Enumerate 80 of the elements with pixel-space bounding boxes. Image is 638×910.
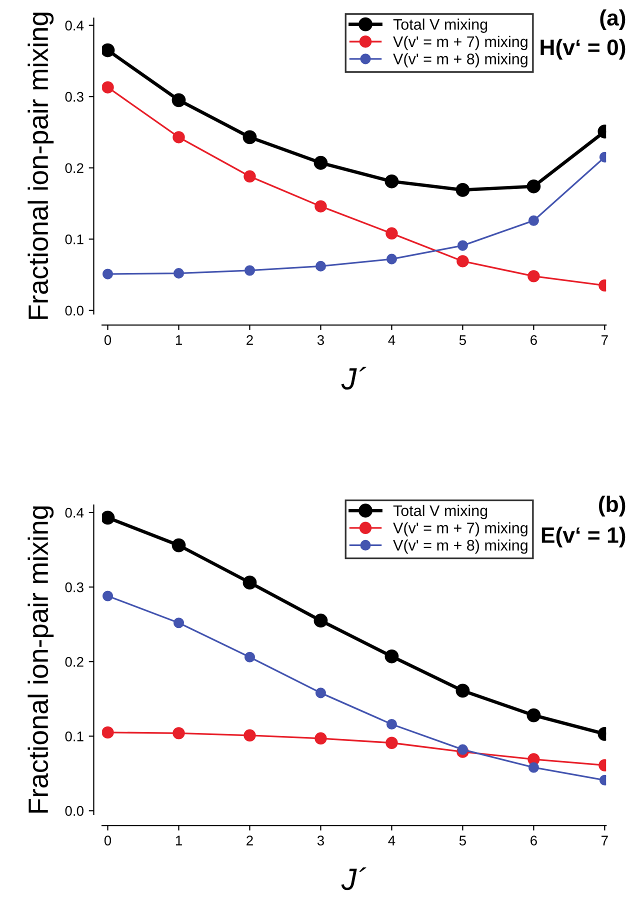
x-tick-label: 0	[104, 836, 112, 846]
legend-label: V(v' = m + 7) mixing	[393, 522, 528, 536]
x-tick-label: 2	[246, 836, 253, 846]
point	[315, 688, 326, 698]
point	[457, 240, 468, 251]
point	[242, 130, 257, 144]
y-tick-label: 0.3	[65, 92, 84, 102]
point	[102, 726, 114, 739]
x-tick-label: 2	[246, 335, 253, 345]
y-tick-label: 0.2	[65, 656, 84, 667]
y-tick-label: 0.4	[65, 508, 84, 518]
legend-label: V(v' = m + 8) mixing	[393, 539, 528, 554]
point	[457, 744, 468, 755]
x-tick-label: 4	[388, 335, 396, 345]
point	[526, 179, 541, 194]
point	[314, 614, 328, 628]
x-tick-label: 6	[530, 836, 537, 846]
point	[315, 260, 326, 272]
y-tick-label: 0.4	[65, 20, 84, 30]
point	[172, 131, 185, 144]
point	[102, 43, 115, 58]
x-tick-label: 0	[104, 335, 112, 345]
point	[528, 762, 539, 773]
point	[244, 170, 256, 183]
point	[244, 265, 256, 276]
point	[314, 200, 327, 212]
x-tick-label: 5	[459, 836, 466, 846]
point	[384, 649, 399, 664]
legend-label: Total V mixing	[393, 504, 488, 520]
point	[386, 227, 398, 240]
point	[102, 590, 114, 602]
y-tick-label: 0.3	[65, 582, 84, 592]
legend-label: V(v' = m + 8) mixing	[393, 53, 528, 68]
point	[384, 174, 399, 188]
annotation: E(v‘ = 1)	[542, 526, 626, 548]
x-axis-title: J´	[341, 366, 366, 390]
point	[456, 684, 470, 698]
y-tick-label: 0.0	[65, 806, 84, 816]
point	[172, 727, 185, 740]
point	[386, 736, 398, 749]
point	[386, 254, 397, 264]
x-axis-title: J´	[341, 867, 366, 890]
x-tick-label: 5	[459, 335, 466, 345]
x-tick-label: 4	[388, 836, 396, 846]
point	[173, 268, 184, 279]
y-tick-label: 0.0	[65, 306, 84, 316]
point	[528, 270, 540, 282]
point	[173, 618, 184, 628]
y-tick-label: 0.1	[65, 732, 84, 742]
point	[386, 718, 397, 730]
point	[242, 576, 257, 590]
x-tick-label: 1	[176, 335, 182, 345]
y-tick-label: 0.2	[65, 163, 84, 174]
x-tick-label: 3	[317, 335, 324, 345]
x-tick-label: 3	[317, 836, 324, 846]
y-axis-title: Fractional ion-pair mixing	[28, 12, 54, 319]
point	[102, 268, 114, 280]
legend-label: V(v' = m + 7) mixing	[393, 36, 528, 50]
point	[314, 732, 327, 745]
point	[528, 215, 539, 226]
point	[456, 255, 469, 268]
point	[172, 538, 186, 552]
point	[244, 652, 256, 662]
point	[102, 510, 115, 525]
point	[314, 156, 328, 170]
annotation: (b)	[598, 496, 626, 516]
legend-label: Total V mixing	[393, 18, 488, 33]
x-tick-label: 1	[176, 836, 182, 846]
point	[244, 729, 256, 742]
y-tick-label: 0.1	[65, 234, 84, 244]
x-tick-label: 6	[530, 335, 537, 345]
x-tick-label: 7	[602, 836, 608, 846]
annotation: H(v‘ = 0)	[540, 38, 626, 60]
point	[102, 81, 114, 94]
x-tick-label: 7	[602, 335, 608, 345]
y-axis-title: Fractional ion-pair mixing	[28, 506, 54, 813]
point	[526, 708, 541, 722]
annotation: (a)	[600, 9, 626, 30]
point	[172, 93, 186, 108]
point	[456, 183, 470, 197]
